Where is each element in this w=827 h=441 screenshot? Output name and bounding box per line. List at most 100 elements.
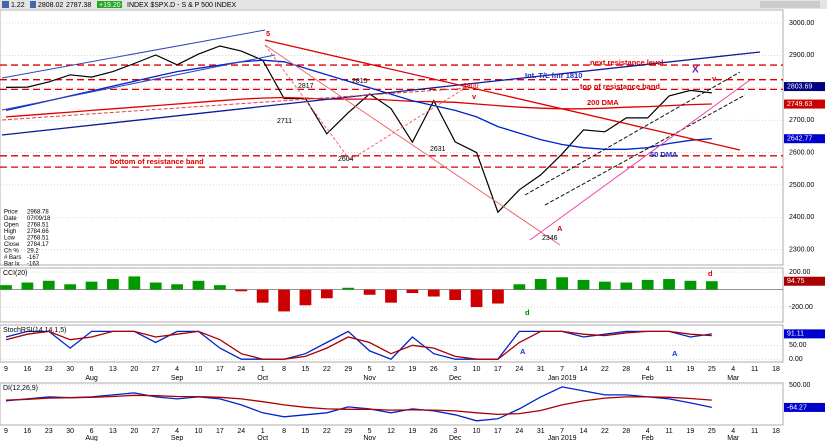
panel (0, 384, 783, 422)
x-tick-label: 29 (344, 428, 352, 435)
x-tick-label: 12 (387, 366, 395, 373)
y-tick-label: 200.00 (789, 269, 811, 276)
annotations: next resistance level Int. T/L fmr 1810 … (110, 29, 717, 358)
x-tick-label: 7 (560, 428, 564, 435)
x-tick-label: 22 (323, 366, 331, 373)
bar (342, 287, 355, 290)
x-tick-label: 6 (90, 366, 94, 373)
bar (684, 280, 697, 290)
bar (278, 289, 290, 312)
x-tick-label: 22 (601, 428, 609, 435)
x-month-label: Mar (727, 375, 740, 382)
bar (320, 289, 333, 299)
x-tick-label: 4 (731, 428, 735, 435)
y-tick-label: 50.00 (789, 342, 807, 349)
header-icon (30, 1, 36, 8)
x-tick-label: 18 (772, 428, 780, 435)
y-tick-label: 2500.00 (789, 182, 814, 189)
trend-line (264, 39, 741, 151)
x-tick-label: 25 (708, 366, 716, 373)
x-tick-label: 23 (45, 428, 53, 435)
y-tick-label: 2300.00 (789, 247, 814, 254)
x-tick-label: 30 (66, 366, 74, 373)
series-label: 200 DMA (587, 98, 619, 107)
x-tick-label: 13 (109, 428, 117, 435)
x-tick-label: 19 (687, 428, 695, 435)
x-tick-label: 6 (90, 428, 94, 435)
x-tick-label: 28 (622, 366, 630, 373)
x-tick-label: 31 (537, 428, 545, 435)
bar (64, 284, 77, 290)
x-tick-label: 1 (261, 366, 265, 373)
header-bar (0, 0, 827, 9)
bar (192, 280, 205, 290)
y-tick-label: -200.00 (789, 304, 813, 311)
price-annotation: 2815 (352, 78, 368, 85)
bar (470, 289, 483, 308)
x-tick-label: 4 (175, 366, 179, 373)
info-value: -167 (27, 255, 40, 261)
x-tick-label: 15 (302, 366, 310, 373)
price-annotation: 2817 (298, 83, 314, 90)
x-tick-label: 4 (646, 428, 650, 435)
info-label: Low (4, 236, 16, 242)
bar (513, 284, 526, 290)
x-month-label: Feb (642, 435, 654, 441)
x-tick-label: 11 (751, 428, 758, 435)
window-controls[interactable] (760, 1, 820, 8)
x-tick-label: 28 (622, 428, 630, 435)
change-box (97, 1, 122, 8)
annotation-mark: d (525, 308, 530, 317)
trend-line (264, 44, 351, 161)
x-month-label: Aug (85, 435, 98, 441)
value-box (784, 99, 825, 109)
panel-frame (0, 382, 784, 426)
series-line (5, 59, 712, 150)
y-tick-label: 500.00 (789, 382, 811, 389)
y-tick-label: 3000.00 (789, 20, 814, 27)
bar (385, 289, 397, 303)
x-tick-label: 17 (216, 366, 224, 373)
info-value: 29.2 (27, 249, 39, 255)
x-tick-label: 10 (473, 366, 481, 373)
x-tick-label: 5 (368, 366, 372, 373)
trend-line (349, 84, 471, 161)
info-label: # Bars (4, 255, 21, 261)
price-annotation: 2604 (338, 156, 354, 163)
chart-title: INDEX $SPX.D - S & P 500 INDEX (127, 2, 237, 9)
x-tick-label: 24 (237, 366, 245, 373)
x-tick-label: 11 (665, 428, 672, 435)
info-value: -163 (27, 262, 40, 268)
x-tick-label: 12 (387, 428, 395, 435)
info-label: High (4, 229, 16, 235)
info-label: Date (4, 216, 17, 222)
x-tick-label: 17 (216, 428, 224, 435)
trend-line (1, 54, 276, 111)
bar (235, 289, 248, 292)
series-line (5, 394, 712, 416)
annotation-mark: 5 (266, 29, 270, 38)
x-tick-label: 22 (601, 366, 609, 373)
bar (705, 281, 718, 290)
x-tick-label: 24 (515, 428, 523, 435)
info-label: Bar Ix (4, 262, 20, 268)
x-tick-label: 10 (195, 366, 203, 373)
bar (0, 285, 12, 290)
y-tick-label: 0.00 (789, 356, 803, 363)
bar (363, 289, 376, 295)
bar (620, 282, 633, 290)
info-value: 2968.78 (27, 210, 49, 216)
annotation-mark: X (692, 65, 699, 76)
x-tick-label: 14 (580, 428, 588, 435)
x-month-label: Oct (257, 435, 268, 441)
x-tick-label: 4 (175, 428, 179, 435)
value-box-label: 91.11 (787, 331, 804, 338)
trend-line (1, 29, 266, 79)
x-tick-label: 13 (109, 366, 117, 373)
bar (427, 289, 440, 297)
value-box (784, 82, 825, 92)
price-annotation: 2800 (463, 83, 479, 90)
x-tick-label: 19 (408, 428, 416, 435)
y-tick-label: 2600.00 (789, 149, 814, 156)
bar (406, 289, 419, 294)
